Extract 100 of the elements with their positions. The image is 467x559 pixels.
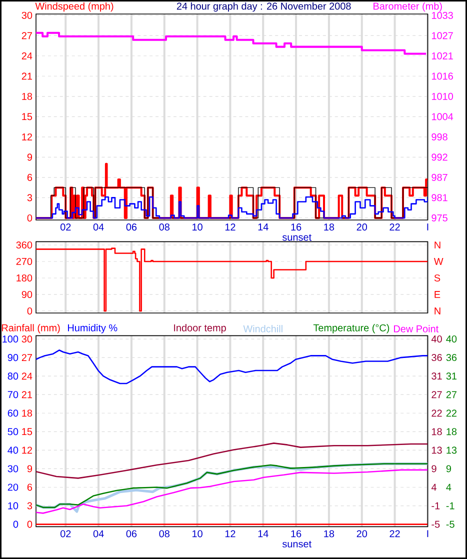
y-tick-label: 70 [8, 391, 18, 398]
x-tick-label: 12 [225, 530, 236, 538]
x-tick-label: 14 [258, 224, 268, 230]
text: Indoor temp [174, 324, 226, 334]
y2-tick-label: 36 [432, 354, 442, 362]
text: Dew Point [394, 325, 439, 332]
y2-tick-label: 40 [431, 335, 442, 343]
x-tick-label: 06 [126, 224, 137, 231]
y2-tick-label: 13 [432, 446, 442, 454]
y-tick-label: 80 [8, 372, 18, 380]
x-tick-label: 22 [390, 530, 400, 538]
x-tick-label: 10 [192, 530, 202, 538]
y-tick-label: 180 [16, 274, 32, 282]
x-tick-label: 08 [159, 530, 170, 538]
x-tick-label: 12 [225, 224, 236, 230]
y2-tick-label: 18 [432, 428, 442, 436]
x-tick-label: 22 [390, 224, 400, 230]
text: Windchill [243, 325, 282, 332]
text: 40 [446, 335, 457, 343]
x-tick-label: 16 [291, 530, 302, 538]
y-tick-label: 9 [27, 154, 32, 161]
x-tick-label: 16 [291, 224, 302, 231]
y2-tick-label: -1 [432, 502, 440, 510]
y-tick-label: 60 [8, 410, 18, 417]
x-tick-label: 04 [93, 224, 104, 231]
series-label: Humidity % [68, 324, 118, 334]
x-tick-label: 04 [93, 530, 104, 538]
y-tick-label: 30 [22, 12, 32, 19]
x-tick-label: 10 [192, 224, 202, 231]
y2-tick-label: 975 [432, 214, 448, 222]
text: 13 [446, 446, 457, 454]
y-tick-label: 100 [2, 336, 18, 343]
y-tick-label: 30 [8, 465, 18, 472]
text: W [434, 258, 444, 265]
text: N [434, 242, 440, 248]
y-tick-label: 90 [22, 290, 32, 298]
y-tick-label: 24 [22, 52, 32, 60]
y-tick-label: 21 [22, 72, 32, 80]
text: 18 [446, 428, 457, 436]
y-tick-label: 0 [27, 307, 32, 315]
text: N [434, 308, 440, 314]
text: 22 [446, 410, 456, 417]
text: -1 [446, 502, 454, 510]
y2-tick-label: 981 [432, 194, 448, 202]
text: 4 [446, 484, 452, 491]
x-tick-label: 14 [258, 530, 268, 538]
y2-tick-label: -5 [432, 520, 440, 528]
y2-tick-label: 987 [432, 174, 448, 181]
text: S [434, 274, 440, 282]
y-tick-label: 0 [13, 520, 18, 528]
y2-tick-label: 1004 [432, 113, 454, 120]
text: 36 [446, 354, 457, 362]
x-tick-label: I [427, 530, 428, 538]
text: 9 [446, 465, 451, 472]
text: E [434, 291, 440, 298]
y2-axis-title: Barometer (mb) [374, 2, 442, 12]
text: sunset [282, 234, 312, 241]
y-tick-label: 90 [8, 354, 18, 362]
y2-tick-label: 22 [432, 410, 442, 417]
y-tick-label: 50 [8, 428, 18, 436]
text: Rainfall (mm) [2, 324, 60, 334]
x-tick-label: 20 [356, 224, 368, 231]
x-tick-label: 08 [159, 224, 170, 231]
y2-tick-label: 1010 [432, 92, 453, 100]
y-tick-label: 3 [27, 194, 32, 202]
y-tick-label: 6 [27, 174, 32, 181]
y-axis-title: Windspeed (mph) [35, 2, 114, 12]
y-tick-label: 360 [16, 241, 32, 249]
y2-tick-label: 4 [431, 484, 436, 491]
y-tick-label: 40 [8, 446, 18, 454]
text: sunset [282, 540, 312, 548]
x-tick-label: 18 [324, 530, 334, 538]
x-tick-label: I [427, 224, 428, 230]
y2-tick-label: 1027 [432, 32, 453, 40]
x-tick-label: 02 [60, 224, 71, 231]
x-tick-label: 02 [60, 530, 71, 538]
y-tick-label: 27 [22, 32, 32, 40]
x-tick-label: 20 [356, 530, 368, 538]
y2-tick-label: 1016 [432, 72, 453, 80]
y-tick-label: 18 [22, 92, 32, 100]
x-tick-label: 18 [324, 224, 334, 231]
text: -5 [446, 520, 454, 528]
x-tick-label: 06 [126, 530, 137, 538]
y2-tick-label: 9 [432, 465, 436, 472]
y-tick-label: 12 [22, 133, 32, 140]
text: 27 [446, 391, 456, 398]
y-tick-label: 270 [16, 258, 32, 266]
y2-tick-label: 998 [432, 133, 448, 140]
text: Temperature (°C) [313, 324, 390, 334]
y2-tick-label: 992 [432, 154, 448, 161]
y2-tick-label: 31 [432, 372, 442, 380]
text: 31 [446, 372, 457, 380]
y2-tick-label: 27 [432, 391, 442, 398]
y2-tick-label: 1021 [432, 52, 453, 60]
chart-title: 24 hour graph day : 26 November 2008 [176, 2, 351, 12]
y-tick-label: 15 [22, 113, 32, 120]
y-tick-label: 10 [8, 502, 18, 510]
y2-tick-label: 1033 [432, 12, 453, 19]
y-tick-label: 20 [8, 484, 18, 491]
y-tick-label: 0 [27, 214, 32, 222]
